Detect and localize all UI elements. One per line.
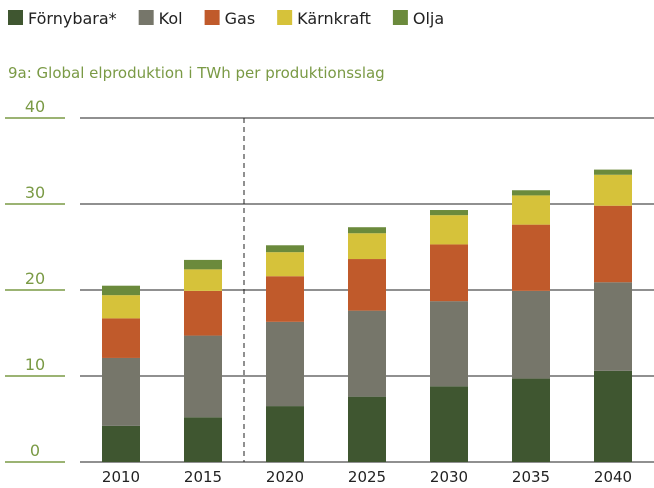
x-tick-label: 2035 [512, 468, 550, 486]
y-tick-label: 20 [25, 269, 45, 288]
bar-segment [102, 318, 140, 358]
x-tick-label: 2025 [348, 468, 386, 486]
legend-swatch [392, 10, 408, 25]
bar-segment [102, 285, 140, 296]
bar-segment [430, 244, 468, 302]
bar-segment [348, 227, 386, 234]
bar-segment [102, 425, 140, 462]
bar-segment [266, 276, 304, 322]
bar-segment [430, 386, 468, 462]
bar-segment [512, 190, 550, 196]
bar-segment [184, 335, 222, 418]
bar-segment [348, 259, 386, 311]
bar-segment [184, 259, 222, 270]
bar-segment [348, 233, 386, 260]
x-tick-label: 2030 [430, 468, 468, 486]
bar-segment [594, 169, 632, 175]
legend-swatch [8, 10, 23, 25]
x-tick-label: 2020 [266, 468, 304, 486]
legend-label: Gas [225, 9, 256, 28]
bar-segment [512, 224, 550, 291]
bar-segment [184, 290, 222, 336]
legend-label: Kärnkraft [297, 9, 371, 28]
legend-swatch [204, 10, 220, 25]
bar-segment [430, 301, 468, 387]
x-tick-label: 2010 [102, 468, 140, 486]
bar-segment [594, 370, 632, 462]
y-tick-label: 30 [25, 183, 45, 202]
legend-label: Kol [159, 9, 183, 28]
bar-segment [594, 282, 632, 371]
chart-title: 9a: Global elproduktion i TWh per produk… [8, 64, 385, 82]
bar-segment [348, 396, 386, 462]
bar-segment [512, 290, 550, 379]
bar-segment [102, 295, 140, 319]
bar-segment [430, 210, 468, 216]
bar-segment [266, 321, 304, 407]
bar-segment [266, 406, 304, 462]
bar-segment [594, 205, 632, 283]
legend-label: Olja [413, 9, 444, 28]
x-tick-label: 2040 [594, 468, 632, 486]
bar-segment [430, 215, 468, 245]
bar-segment [594, 174, 632, 206]
bar-segment [348, 310, 386, 397]
y-tick-label: 10 [25, 355, 45, 374]
y-tick-label: 0 [30, 441, 40, 460]
legend-label: Förnybara* [28, 9, 117, 28]
y-tick-label: 40 [25, 97, 45, 116]
bar-segment [266, 252, 304, 277]
bar-segment [512, 378, 550, 462]
legend-swatch [138, 10, 154, 25]
bar-segment [184, 269, 222, 291]
x-tick-label: 2015 [184, 468, 222, 486]
bar-segment [184, 417, 222, 462]
bar-segment [102, 357, 140, 426]
bar-segment [512, 195, 550, 225]
bar-segment [266, 245, 304, 253]
legend-swatch [277, 10, 293, 25]
